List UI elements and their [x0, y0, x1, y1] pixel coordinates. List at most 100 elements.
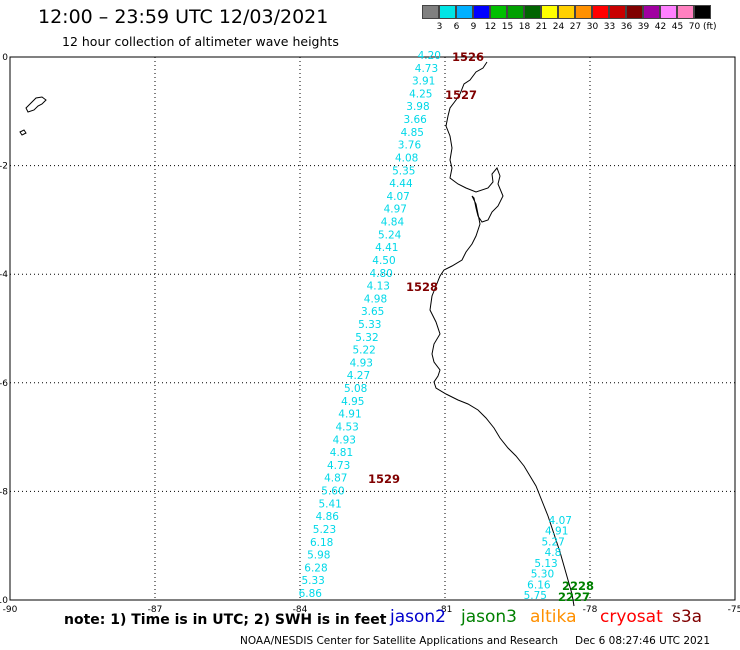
legend-label: 6 [453, 22, 460, 32]
jason-track-1: 4.204.733.914.253.983.664.853.764.085.35… [299, 50, 441, 600]
wave-height-label: 4.93 [350, 357, 373, 369]
lat-tick-label: -10 [0, 596, 8, 606]
wave-height-label: 3.65 [361, 306, 384, 318]
satellite-name: jason3 [461, 607, 517, 627]
wave-height-label: 6.86 [299, 588, 323, 600]
pass-time-label: 2228 [562, 579, 594, 593]
wave-height-label: 5.08 [344, 383, 367, 395]
generation-timestamp: Dec 6 08:27:46 UTC 2021 [575, 635, 711, 647]
satellite-name: jason2 [390, 607, 446, 627]
wave-height-label: 4.25 [409, 88, 432, 100]
map-title: 12:00 – 23:59 UTC 12/03/2021 [38, 6, 329, 28]
wave-height-label: 4.87 [324, 473, 347, 485]
legend-label: 18 [518, 22, 531, 32]
wave-height-label: 4.86 [316, 511, 340, 523]
legend-swatch [524, 5, 541, 19]
legend-swatch [694, 5, 711, 19]
wave-height-label: 4.07 [549, 515, 572, 527]
pass-time-label: 1527 [445, 88, 477, 102]
pass-time-label: 1526 [452, 50, 484, 64]
legend-swatch [541, 5, 558, 19]
wave-height-label: 5.13 [534, 558, 557, 570]
wave-height-label: 5.35 [392, 165, 415, 177]
galapagos-island [25, 96, 47, 113]
wave-height-label: 4.08 [395, 152, 418, 164]
wave-height-label: 4.50 [372, 255, 395, 267]
legend-swatch [660, 5, 677, 19]
lat-tick-label: -6 [0, 379, 8, 389]
legend-label: 45 [671, 22, 684, 32]
legend-label: 33 [603, 22, 616, 32]
wave-height-label: 6.28 [304, 562, 327, 574]
legend-swatch [609, 5, 626, 19]
pass-time-label: 1529 [368, 472, 400, 486]
wave-height-label: 3.76 [398, 140, 422, 152]
satellite-name: s3a [672, 607, 703, 627]
wave-height-label: 3.91 [412, 76, 435, 88]
wave-height-label: 5.33 [358, 319, 381, 331]
wave-height-label: 4.91 [545, 526, 568, 538]
wave-height-label: 4.85 [401, 127, 424, 139]
lon-tick-label: -84 [293, 605, 308, 615]
legend-label: 36 [620, 22, 633, 32]
lat-tick-label: -4 [0, 270, 8, 280]
wave-height-label: 5.22 [352, 345, 375, 357]
legend-swatch [439, 5, 456, 19]
legend-label: 24 [552, 22, 565, 32]
lon-tick-label: -81 [438, 605, 453, 615]
wave-height-label: 4.98 [364, 293, 387, 305]
wave-height-label: 6.18 [310, 537, 333, 549]
wave-height-label: 4.73 [415, 63, 438, 75]
wave-height-label: 5.32 [355, 332, 378, 344]
legend-label: 27 [569, 22, 582, 32]
coastline [429, 61, 575, 607]
lon-tick-label: -87 [148, 605, 163, 615]
legend-label: 42 [654, 22, 667, 32]
legend-swatch [507, 5, 524, 19]
wave-height-label: 5.30 [531, 569, 554, 581]
credit-line: NOAA/NESDIS Center for Satellite Applica… [240, 635, 558, 647]
pass-time-label: 2227 [558, 590, 590, 604]
wave-height-label: 5.24 [378, 229, 402, 241]
lon-tick-label: -90 [3, 605, 18, 615]
satellite-name: cryosat [600, 607, 663, 627]
legend-label: 70 [688, 22, 701, 32]
legend-swatch [575, 5, 592, 19]
wave-height-label: 6.16 [527, 579, 551, 591]
legend-swatch [677, 5, 694, 19]
wave-height-label: 4.95 [341, 396, 364, 408]
map-frame [9, 56, 736, 601]
galapagos-islet [19, 129, 27, 136]
legend-label: 9 [470, 22, 477, 32]
wave-height-label: 4.41 [375, 242, 398, 254]
wave-height-label: 4.73 [327, 460, 350, 472]
wave-height-label: 4.93 [333, 434, 356, 446]
legend-swatch [643, 5, 660, 19]
legend-label: 30 [586, 22, 599, 32]
wave-height-label: 3.66 [403, 114, 427, 126]
legend-swatch [473, 5, 490, 19]
lon-tick-label: -75 [728, 605, 740, 615]
wave-height-label: 4.20 [418, 50, 441, 62]
footer-note: note: 1) Time is in UTC; 2) SWH is in fe… [64, 612, 387, 628]
legend-swatch [456, 5, 473, 19]
legend-label: 12 [484, 22, 497, 32]
wave-height-label: 4.13 [367, 281, 390, 293]
pass-time-label: 1528 [406, 280, 438, 294]
wave-height-label: 3.98 [406, 101, 429, 113]
satellite-name: altika [530, 607, 577, 627]
wave-height-label: 4.53 [335, 421, 358, 433]
wave-height-label: 4.80 [369, 268, 392, 280]
map-subtitle: 12 hour collection of altimeter wave hei… [62, 34, 339, 49]
lat-tick-label: -2 [0, 162, 8, 172]
legend-swatch [626, 5, 643, 19]
wave-height-label: 5.33 [301, 575, 324, 587]
wave-height-label: 4.8 [545, 547, 562, 559]
wave-height-label: 5.60 [321, 486, 344, 498]
wave-height-label: 4.84 [381, 217, 405, 229]
wave-height-label: 4.91 [338, 409, 361, 421]
wave-height-label: 4.44 [389, 178, 413, 190]
legend-swatch [422, 5, 439, 19]
legend-label: 39 [637, 22, 650, 32]
